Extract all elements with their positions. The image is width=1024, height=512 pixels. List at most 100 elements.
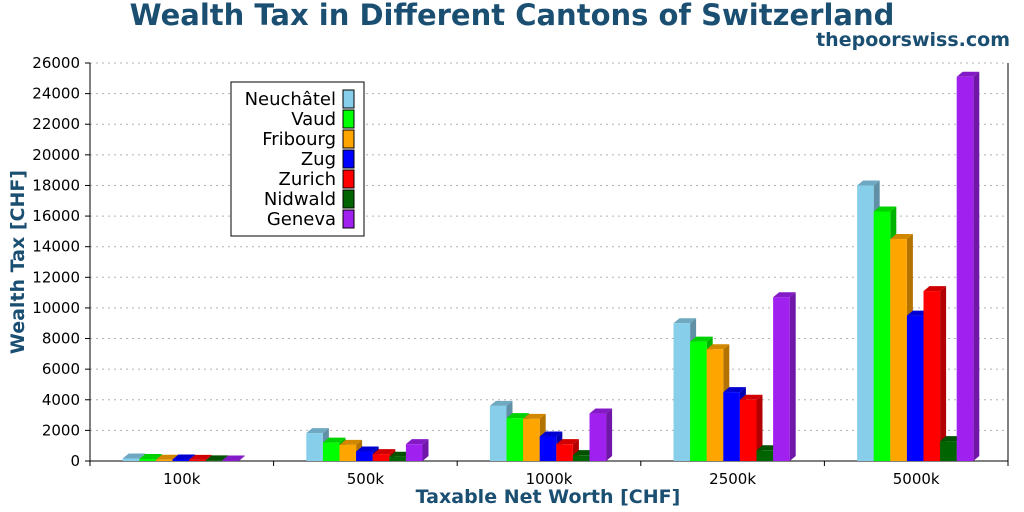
y-tick-label: 20000 xyxy=(32,146,80,164)
bar-front xyxy=(139,459,156,461)
bar xyxy=(923,286,947,461)
legend-label: Zug xyxy=(301,149,336,170)
bar-top xyxy=(205,455,229,461)
bar-front xyxy=(690,341,707,461)
bar-side xyxy=(789,292,796,461)
x-tick-label: 100k xyxy=(163,470,201,488)
y-tick-label: 0 xyxy=(70,452,80,470)
y-tick-label: 2000 xyxy=(42,421,80,439)
bar-front xyxy=(756,450,774,461)
bar xyxy=(956,71,980,462)
bar xyxy=(405,439,429,461)
bar-top xyxy=(857,180,880,186)
bar-top xyxy=(506,413,530,419)
bar-top xyxy=(356,446,379,452)
bar-front xyxy=(506,418,524,461)
bar-front xyxy=(155,459,173,461)
bar-front xyxy=(556,444,573,461)
bar-front xyxy=(890,239,907,461)
y-tick-label: 6000 xyxy=(42,360,80,378)
bar-top xyxy=(139,454,162,460)
y-tick-label: 4000 xyxy=(42,391,80,409)
bars xyxy=(122,71,980,462)
bar-front xyxy=(372,454,390,461)
bar-top xyxy=(306,428,329,434)
bar-top xyxy=(122,453,146,459)
bar-top xyxy=(956,71,980,77)
legend-swatch xyxy=(342,169,355,189)
bar-front xyxy=(773,297,790,461)
bar xyxy=(589,408,613,461)
bar-front xyxy=(673,323,691,461)
bar-front xyxy=(572,455,590,461)
legend-swatch xyxy=(342,189,355,209)
bar-front xyxy=(857,185,874,461)
bar-front xyxy=(940,441,957,461)
bar-top xyxy=(890,234,913,240)
y-axis-label: Wealth Tax [CHF] xyxy=(7,170,29,354)
bar-side xyxy=(756,394,763,461)
x-tick-label: 1000k xyxy=(526,470,573,488)
bar-front xyxy=(706,349,724,461)
bar-top xyxy=(489,400,513,406)
site-credit: thepoorswiss.com xyxy=(816,29,1010,51)
bar-front xyxy=(405,444,423,461)
legend-label: Nidwald xyxy=(264,189,336,210)
x-tick-label: 5000k xyxy=(893,470,940,488)
bar-front xyxy=(389,456,406,461)
legend: NeuchâtelVaudFribourgZugZurichNidwaldGen… xyxy=(230,81,365,237)
bar-side xyxy=(422,439,429,461)
bar-front xyxy=(189,459,206,461)
y-tick-label: 16000 xyxy=(32,207,80,225)
bar-front xyxy=(222,460,239,462)
bar-top xyxy=(723,387,746,393)
legend-swatch xyxy=(342,109,355,129)
bar-front xyxy=(306,433,323,461)
bar xyxy=(222,455,245,462)
bar-side xyxy=(973,71,980,462)
x-tick-label: 2500k xyxy=(709,470,756,488)
y-tick-label: 24000 xyxy=(32,85,80,103)
bar-top xyxy=(523,413,546,419)
y-tick-label: 8000 xyxy=(42,330,80,348)
bar-front xyxy=(122,458,140,461)
legend-swatch xyxy=(342,89,355,109)
bar-front xyxy=(723,392,740,461)
bar xyxy=(773,292,796,461)
bar-side xyxy=(606,408,613,461)
bar-top xyxy=(773,292,796,298)
y-tick-label: 10000 xyxy=(32,299,80,317)
legend-swatch xyxy=(342,149,355,169)
bar-top xyxy=(189,454,212,460)
x-tick-label: 500k xyxy=(347,470,385,488)
bar-front xyxy=(339,444,357,461)
x-axis-label: Taxable Net Worth [CHF] xyxy=(416,486,681,508)
bar-top xyxy=(322,437,346,443)
y-tick-label: 14000 xyxy=(32,238,80,256)
y-tick-label: 22000 xyxy=(32,115,80,133)
legend-label: Zurich xyxy=(279,169,336,190)
legend-swatch xyxy=(342,209,355,229)
bar-top xyxy=(556,439,579,445)
bar-front xyxy=(906,315,924,461)
bar-top xyxy=(155,454,179,460)
bar-top xyxy=(172,454,196,460)
bar-front xyxy=(539,436,557,461)
bar-top xyxy=(539,431,563,437)
bar xyxy=(739,394,763,461)
bar-front xyxy=(205,460,223,461)
bar-top xyxy=(873,206,897,212)
axes: 0 2000 4000 6000 8000 10000 12000 14000 16000 180… xyxy=(32,54,1009,488)
legend-label: Neuchâtel xyxy=(245,89,336,110)
bar-top xyxy=(673,318,697,324)
bar-top xyxy=(372,449,396,455)
bar-front xyxy=(923,291,941,461)
y-tick-label: 18000 xyxy=(32,176,80,194)
bar-top xyxy=(706,344,730,350)
bar-top xyxy=(222,455,245,461)
legend-swatch xyxy=(342,129,355,149)
bar-top xyxy=(739,394,763,400)
legend-label: Vaud xyxy=(291,109,336,130)
y-tick-label: 12000 xyxy=(32,268,80,286)
